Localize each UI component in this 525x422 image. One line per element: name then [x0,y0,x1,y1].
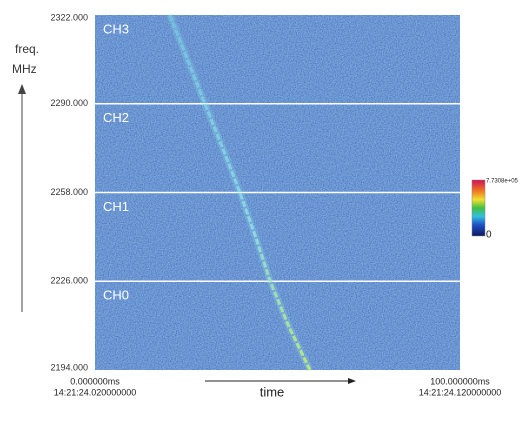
x-tick-label: 100.000000ms [430,376,490,386]
x-tick-label: 0.000000ms [70,376,120,386]
colorbar [471,179,486,237]
colorbar-label: 7.7308e+05 [486,179,519,185]
channel-label: CH0 [103,288,129,303]
pulse-track [168,14,312,371]
y-arrowhead [18,84,26,94]
channel-label: CH3 [103,21,129,36]
channel-label: CH2 [103,110,129,125]
x-tick-time: 14:21:24.020000000 [54,387,137,397]
y-tick-label: 2322.000 [50,12,88,22]
y-tick-label: 2258.000 [50,187,88,197]
y-tick-label: 2290.000 [50,98,88,108]
x-label: time [260,384,285,399]
x-arrowhead [348,378,356,384]
y-tick-label: 2194.000 [50,362,88,372]
colorbar-label: 0 [486,230,492,241]
y-tick-label: 2226.000 [50,276,88,286]
x-tick-time: 14:21:24.120000000 [419,387,502,397]
y-label: freq. [15,42,39,56]
y-label: MHz [12,62,37,76]
channel-label: CH1 [103,199,129,214]
